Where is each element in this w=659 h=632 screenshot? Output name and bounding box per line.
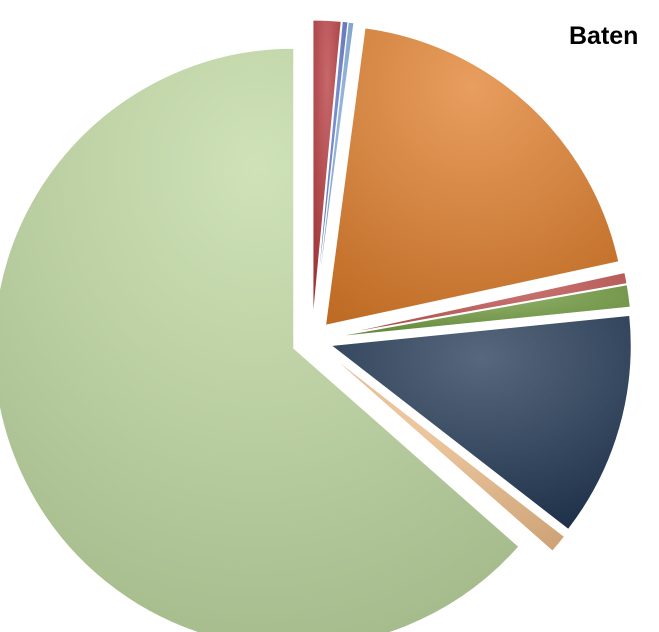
pie-slice bbox=[313, 21, 355, 321]
pie-slice bbox=[312, 19, 342, 321]
pie-slice bbox=[324, 27, 620, 326]
pie-slice bbox=[331, 284, 631, 338]
pie-slice bbox=[329, 314, 632, 531]
chart-title: Baten bbox=[569, 22, 639, 50]
pie-slice bbox=[0, 47, 520, 632]
pie-slices bbox=[0, 19, 632, 632]
pie-slice bbox=[327, 352, 566, 552]
pie-slice bbox=[331, 271, 628, 337]
